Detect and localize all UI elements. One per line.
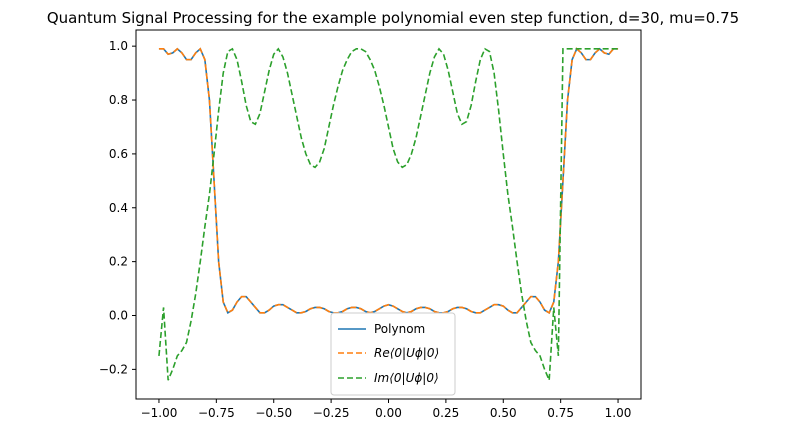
x-tick-label: −0.50 [255,406,292,420]
legend: Polynom Re⟨0|Uϕ|0⟩ Im⟨0|Uϕ|0⟩ [330,312,456,396]
series-line-im [158,47,619,381]
y-tick-label: 0.0 [109,309,128,323]
y-tick-label: −0.2 [99,362,128,376]
x-tick-label: 0.25 [433,406,460,420]
x-tick-label: 0.00 [375,406,402,420]
legend-label-re: Re⟨0|Uϕ|0⟩ [374,346,439,360]
chart-title: Quantum Signal Processing for the exampl… [47,9,739,27]
x-axis: −1.00 −0.75 −0.50 −0.25 0.00 0.25 0.50 0.75 1.00 [141,399,632,420]
legend-label-polynom: Polynom [374,322,425,336]
legend-box [330,312,456,396]
x-tick-label: 0.75 [547,406,574,420]
x-tick-label: −0.25 [313,406,350,420]
x-tick-label: −0.75 [198,406,235,420]
y-tick-label: 0.2 [109,255,128,269]
x-tick-label: 1.00 [605,406,632,420]
series-layer [158,47,619,381]
y-tick-label: 0.6 [109,147,128,161]
y-tick-label: 0.4 [109,201,128,215]
series-line-re [158,47,619,314]
y-axis: −0.2 0.0 0.2 0.4 0.6 0.8 1.0 [99,39,136,376]
x-tick-label: 0.50 [490,406,517,420]
y-tick-label: 1.0 [109,39,128,53]
y-tick-label: 0.8 [109,93,128,107]
x-tick-label: −1.00 [141,406,178,420]
legend-label-im: Im⟨0|Uϕ|0⟩ [374,371,439,385]
